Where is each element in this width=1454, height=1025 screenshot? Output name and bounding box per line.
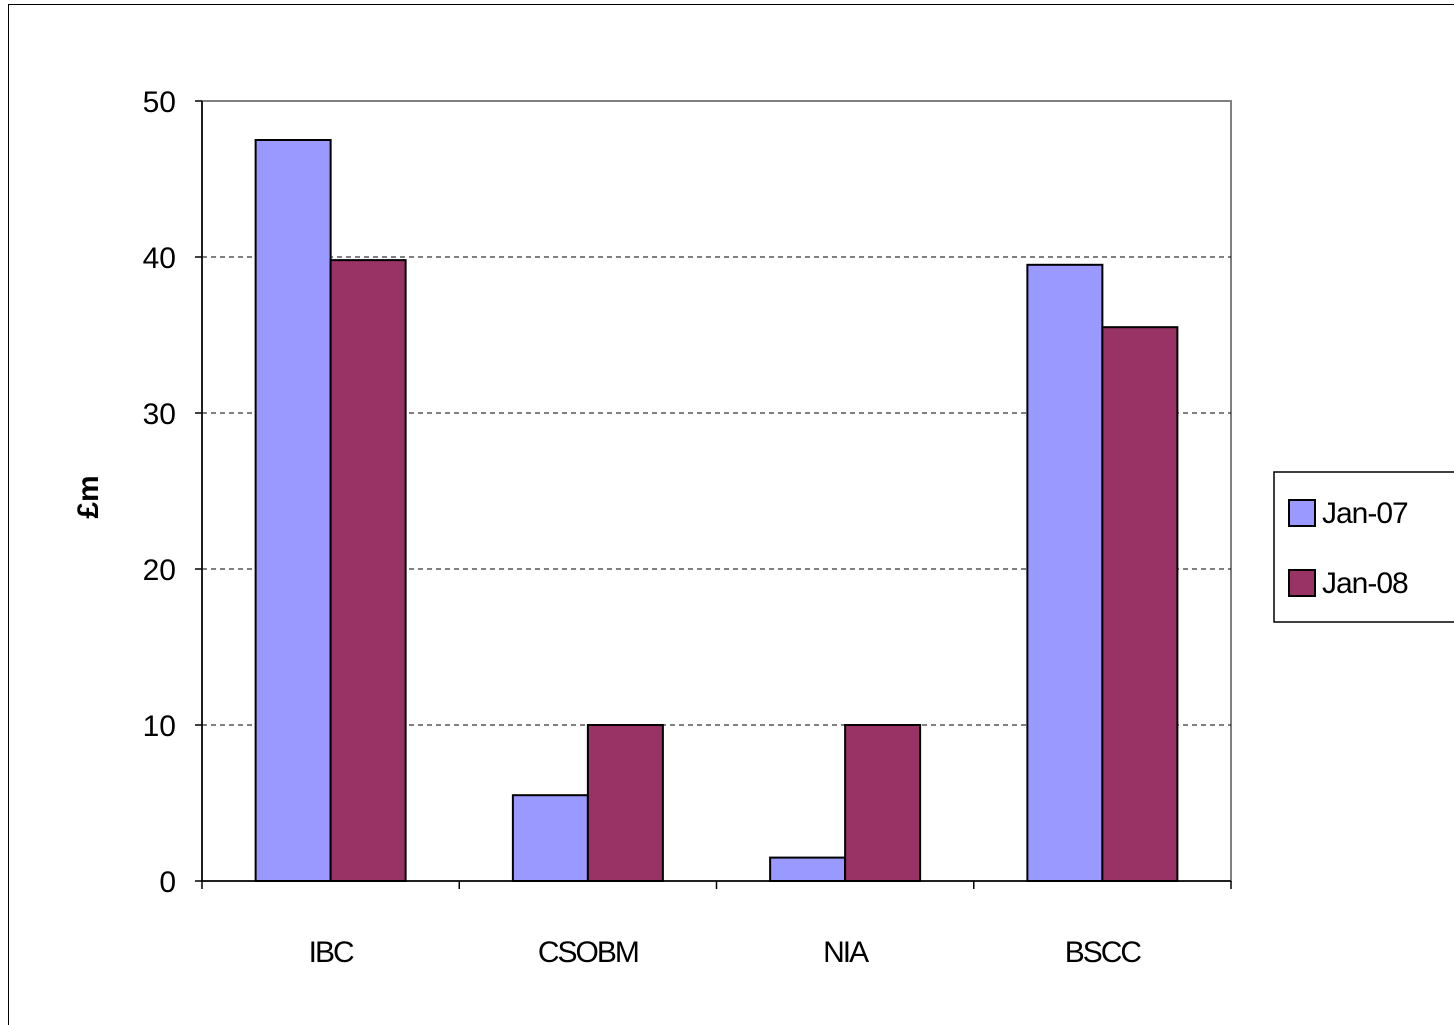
y-tick-label: 50 [143,86,176,119]
axes: 0 10 20 30 40 50 IBC CSOBM NIA BSCC [143,86,1232,969]
bar-jan-08-nia [844,724,922,882]
legend-label: Jan-07 [1322,497,1408,530]
x-tick-label: NIA [823,936,869,969]
bar-jan-07-nia [769,856,847,882]
y-tick-label: 40 [143,242,176,275]
y-tick-label: 30 [143,398,176,431]
legend-swatch-jan-07 [1288,499,1316,527]
chart-frame [8,4,1454,1025]
x-tick-label: CSOBM [538,936,638,969]
legend-label: Jan-08 [1322,567,1408,600]
bar-jan-08-ibc [329,259,407,882]
bar-jan-07-ibc [254,139,332,882]
y-tick-label: 0 [159,866,176,899]
bars [254,139,1179,883]
legend: Jan-07 Jan-08 [1273,471,1454,623]
bar-jan-07-csobm [511,794,589,883]
y-axis-label: £m [72,475,105,518]
x-tick-label: BSCC [1065,936,1142,969]
bar-jan-08-csobm [586,724,664,882]
bar-jan-07-bscc [1026,263,1104,882]
y-tick-label: 20 [143,554,176,587]
x-tick-label: IBC [309,936,354,969]
bar-jan-08-bscc [1101,326,1179,882]
legend-swatch-jan-08 [1288,569,1316,597]
y-tick-label: 10 [143,710,176,743]
